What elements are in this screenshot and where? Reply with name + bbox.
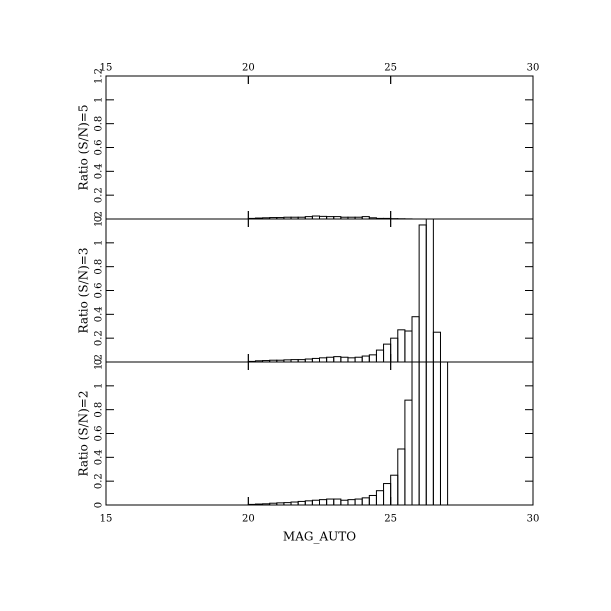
bar [390, 474, 399, 505]
bar [368, 354, 377, 362]
y-tick-label: 0.6 [94, 140, 105, 156]
y-tick-label: 0 [94, 359, 105, 365]
y-axis-label: Ratio (S/N)=3 [77, 248, 91, 334]
bar [319, 357, 328, 362]
x-tick-label: 30 [527, 63, 540, 74]
bar [418, 362, 427, 505]
bar [311, 357, 320, 362]
y-tick-label: 0.6 [94, 283, 105, 299]
bar [411, 316, 420, 362]
bar [297, 500, 306, 505]
frame [105, 361, 534, 506]
x-tick-label: 25 [384, 514, 397, 525]
y-tick-label: 0.2 [94, 187, 105, 203]
bar [375, 349, 385, 362]
y-tick-label: 0.8 [94, 259, 105, 275]
bar [326, 356, 335, 362]
bar [368, 494, 377, 505]
bar [404, 330, 413, 362]
bar [326, 498, 335, 505]
y-axis-label: Ratio (S/N)=2 [77, 391, 91, 477]
bar [383, 483, 392, 505]
x-tick-label: 15 [100, 514, 113, 525]
y-tick-label: 0.6 [94, 426, 105, 442]
y-tick-label: 1 [94, 240, 105, 246]
bar [411, 362, 420, 505]
bar [340, 356, 349, 362]
y-tick-label: 1.2 [94, 211, 105, 227]
bar [333, 356, 342, 362]
plot-area [247, 219, 441, 362]
bar [311, 499, 320, 505]
bar [361, 355, 370, 362]
y-tick-label: 1 [94, 97, 105, 103]
x-tick-label: 25 [384, 63, 397, 74]
y-tick-label: 0.2 [94, 330, 105, 346]
y-tick-label: 0.4 [94, 163, 105, 179]
bar [383, 343, 392, 362]
bar [340, 499, 349, 505]
bar [397, 448, 406, 505]
y-tick-label: 1.2 [94, 354, 105, 370]
bar [432, 331, 441, 362]
bar [425, 219, 434, 362]
frame [105, 75, 534, 220]
bar [425, 362, 434, 505]
y-tick-label: 1.2 [94, 68, 105, 84]
y-tick-label: 0.4 [94, 449, 105, 465]
bar [375, 490, 385, 505]
bar [304, 500, 313, 505]
bar [333, 498, 342, 505]
x-tick-label: 30 [527, 514, 540, 525]
y-tick-label: 0.2 [94, 473, 105, 489]
bar [347, 357, 356, 362]
bar [361, 497, 370, 505]
bar [439, 362, 449, 505]
plot-area [247, 362, 449, 505]
x-tick-label: 15 [100, 63, 113, 74]
bar [347, 499, 356, 505]
x-tick-label: 20 [242, 63, 255, 74]
y-axis-label: Ratio (S/N)=5 [77, 105, 91, 191]
bar [354, 498, 363, 505]
y-tick-label: 1 [94, 383, 105, 389]
bar [390, 337, 399, 362]
bar [404, 399, 413, 505]
y-tick-label: 0.8 [94, 402, 105, 418]
y-tick-label: 0.8 [94, 116, 105, 132]
x-axis-label: MAG_AUTO [283, 530, 356, 544]
x-tick-label: 20 [242, 514, 255, 525]
bar [319, 499, 328, 505]
y-tick-label: 0 [94, 216, 105, 222]
bar [418, 224, 427, 362]
bar [397, 329, 406, 362]
y-tick-label: 0.4 [94, 306, 105, 322]
frame [105, 218, 534, 363]
bar [354, 356, 363, 362]
bar [432, 362, 441, 505]
y-tick-label: 0 [94, 502, 105, 508]
